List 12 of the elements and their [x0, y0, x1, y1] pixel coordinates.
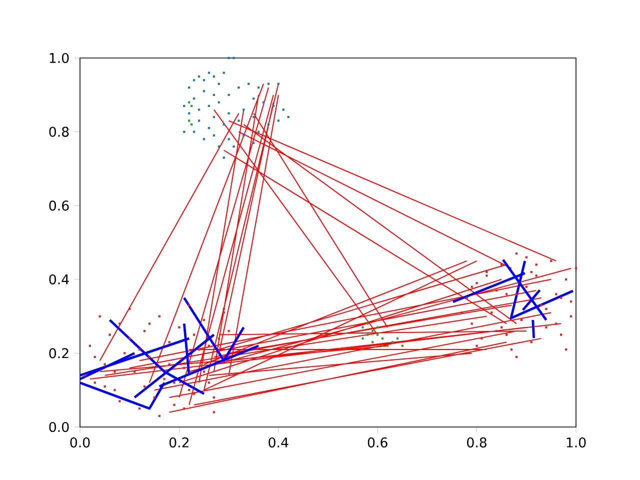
y-tick-label: 0.4: [49, 274, 69, 284]
x-tick-label: 0.0: [70, 437, 90, 448]
y-tick-label: 0.2: [49, 348, 68, 358]
x-tick-label: 0.4: [268, 437, 288, 448]
x-tick-label: 0.8: [467, 437, 486, 448]
x-tick-label: 0.2: [169, 437, 188, 448]
y-tick-label: 0.6: [49, 200, 69, 211]
x-tick-label: 0.6: [368, 437, 388, 448]
y-tick-label: 0.8: [49, 126, 69, 137]
x-tick-label: 1.0: [566, 437, 586, 448]
y-tick-label: 1.0: [50, 52, 69, 64]
y-tick-label: 0.0: [49, 422, 69, 432]
